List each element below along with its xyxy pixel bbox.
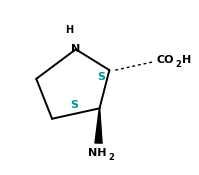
Text: CO: CO <box>157 55 174 65</box>
Text: H: H <box>182 55 191 65</box>
Text: NH: NH <box>88 148 107 158</box>
Text: 2: 2 <box>109 153 115 162</box>
Text: N: N <box>71 44 80 54</box>
Text: H: H <box>65 25 73 35</box>
Text: S: S <box>98 72 105 82</box>
Text: S: S <box>70 100 78 110</box>
Polygon shape <box>95 108 102 143</box>
Text: 2: 2 <box>176 60 181 69</box>
